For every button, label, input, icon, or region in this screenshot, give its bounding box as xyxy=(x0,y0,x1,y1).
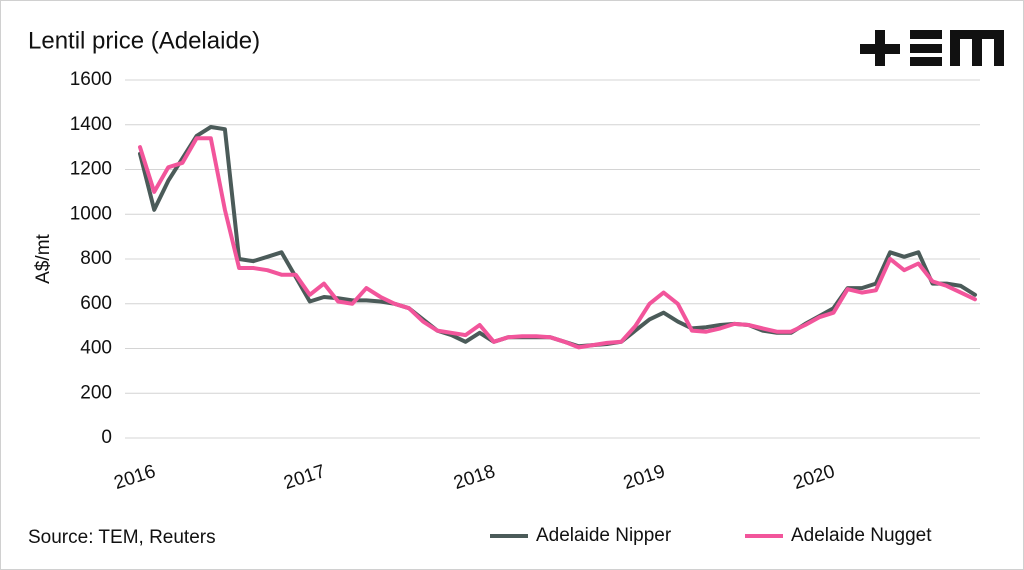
y-tick-label: 600 xyxy=(80,293,112,314)
chart-title: Lentil price (Adelaide) xyxy=(28,27,260,54)
series-line xyxy=(138,136,977,350)
y-tick-label: 800 xyxy=(80,248,112,269)
legend-label: Adelaide Nugget xyxy=(791,525,932,546)
y-tick-label: 1000 xyxy=(70,203,112,224)
logo xyxy=(860,30,1004,66)
y-tick-label: 200 xyxy=(80,382,112,403)
y-tick-label: 1400 xyxy=(70,114,112,135)
y-tick-label: 0 xyxy=(101,427,112,448)
y-tick-label: 1200 xyxy=(70,159,112,180)
legend-label: Adelaide Nipper xyxy=(536,525,672,546)
y-tick-label: 400 xyxy=(80,338,112,359)
source-note: Source: TEM, Reuters xyxy=(28,527,216,548)
y-tick-label: 1600 xyxy=(70,69,112,90)
y-axis-label: A$/mt xyxy=(33,233,54,283)
